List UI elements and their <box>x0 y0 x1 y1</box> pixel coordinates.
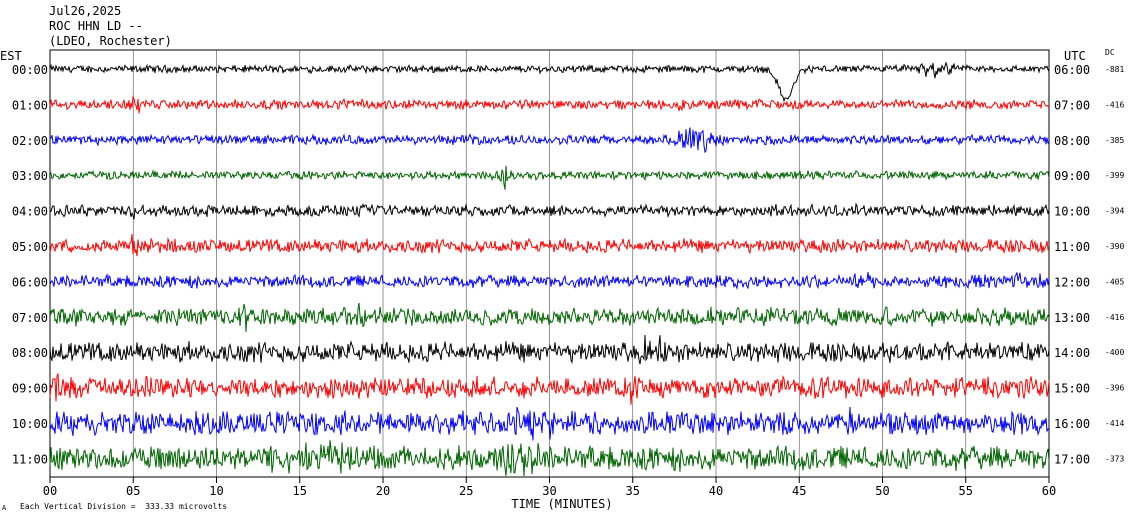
row-dc-value-4: -394 <box>1105 207 1124 216</box>
chart-network: (LDEO, Rochester) <box>49 34 172 48</box>
x-tick-label-05: 05 <box>126 484 140 498</box>
chart-date: Jul26,2025 <box>49 4 122 18</box>
row-dc-value-6: -405 <box>1105 277 1124 286</box>
trace-0800 <box>49 334 1050 365</box>
row-label-utc-11: 17:00 <box>1054 452 1090 466</box>
trace-0900 <box>49 373 1050 405</box>
row-label-est-11: 11:00 <box>12 452 48 466</box>
row-dc-value-1: -416 <box>1105 100 1124 109</box>
trace-0400 <box>49 202 1050 220</box>
row-label-est-5: 05:00 <box>12 240 48 254</box>
row-dc-value-9: -396 <box>1105 384 1124 393</box>
row-label-est-7: 07:00 <box>12 311 48 325</box>
trace-0600 <box>49 271 1050 290</box>
x-tick-label-35: 35 <box>626 484 640 498</box>
x-tick-label-30: 30 <box>542 484 556 498</box>
row-dc-value-5: -390 <box>1105 242 1124 251</box>
row-dc-value-11: -373 <box>1105 454 1124 463</box>
row-dc-value-7: -416 <box>1105 313 1124 322</box>
x-tick-label-45: 45 <box>792 484 806 498</box>
trace-0200 <box>49 127 1050 154</box>
scale-note: Each Vertical Division = 333.33 microvol… <box>20 502 228 511</box>
dc-label: DC <box>1105 48 1115 57</box>
row-label-est-9: 09:00 <box>12 382 48 396</box>
trace-0500 <box>49 234 1050 257</box>
x-tick-label-20: 20 <box>376 484 390 498</box>
row-label-est-0: 00:00 <box>12 63 48 77</box>
row-label-utc-1: 07:00 <box>1054 98 1090 112</box>
row-label-utc-8: 14:00 <box>1054 346 1090 360</box>
trace-0000 <box>49 61 1050 103</box>
row-label-utc-2: 08:00 <box>1054 134 1090 148</box>
x-tick-label-10: 10 <box>209 484 223 498</box>
right-timezone-label: UTC <box>1064 49 1086 63</box>
row-label-utc-7: 13:00 <box>1054 311 1090 325</box>
x-tick-label-15: 15 <box>293 484 307 498</box>
row-label-est-10: 10:00 <box>12 417 48 431</box>
row-label-utc-3: 09:00 <box>1054 169 1090 183</box>
x-axis-label: TIME (MINUTES) <box>511 497 612 511</box>
row-label-est-4: 04:00 <box>12 205 48 219</box>
trace-0100 <box>49 95 1050 114</box>
row-dc-value-0: -881 <box>1105 65 1124 74</box>
trace-0300 <box>49 165 1050 190</box>
row-label-utc-6: 12:00 <box>1054 275 1090 289</box>
x-tick-label-50: 50 <box>875 484 889 498</box>
row-label-est-3: 03:00 <box>12 169 48 183</box>
row-dc-value-3: -399 <box>1105 171 1124 180</box>
row-label-est-2: 02:00 <box>12 134 48 148</box>
chart-station: ROC HHN LD -- <box>49 19 143 33</box>
row-label-utc-4: 10:00 <box>1054 205 1090 219</box>
row-dc-value-2: -385 <box>1105 136 1124 145</box>
trace-1100 <box>49 440 1050 477</box>
x-tick-label-60: 60 <box>1042 484 1056 498</box>
trace-1000 <box>49 406 1050 441</box>
row-label-est-1: 01:00 <box>12 98 48 112</box>
x-tick-label-40: 40 <box>709 484 723 498</box>
row-label-est-6: 06:00 <box>12 275 48 289</box>
row-dc-value-10: -414 <box>1105 419 1124 428</box>
row-label-utc-0: 06:00 <box>1054 63 1090 77</box>
row-dc-value-8: -400 <box>1105 348 1124 357</box>
corner-mark: A <box>2 504 7 512</box>
trace-0700 <box>49 302 1050 332</box>
x-tick-label-55: 55 <box>959 484 973 498</box>
row-label-utc-10: 16:00 <box>1054 417 1090 431</box>
row-label-utc-5: 11:00 <box>1054 240 1090 254</box>
x-tick-label-25: 25 <box>459 484 473 498</box>
row-label-est-8: 08:00 <box>12 346 48 360</box>
x-tick-label-00: 00 <box>43 484 57 498</box>
row-label-utc-9: 15:00 <box>1054 382 1090 396</box>
left-timezone-label: EST <box>0 49 22 63</box>
